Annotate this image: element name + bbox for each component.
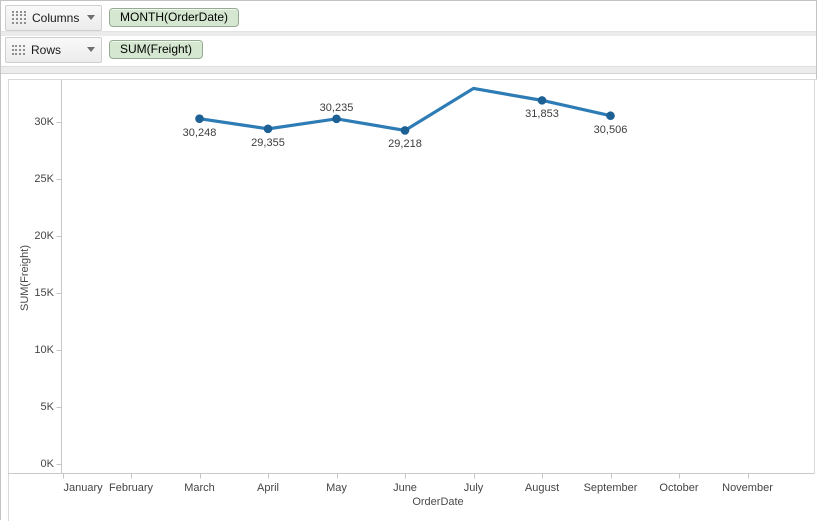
x-tick-label: August — [524, 482, 560, 494]
x-tick-label: March — [184, 482, 215, 494]
pill-month-orderdate[interactable]: MONTH(OrderDate) — [109, 8, 240, 27]
x-tick-label: April — [256, 482, 280, 494]
rows-shelf-button[interactable]: Rows — [5, 36, 102, 63]
y-tick-label: 20K — [34, 229, 54, 242]
x-tick-label: February — [108, 482, 154, 494]
columns-icon — [12, 11, 26, 24]
rows-shelf-label: Rows — [31, 42, 62, 57]
data-point-marker[interactable] — [332, 114, 341, 124]
rows-shelf: Rows SUM(Freight) — [1, 36, 816, 63]
data-point-label: 29,355 — [251, 136, 285, 149]
data-point-label: 31,853 — [525, 108, 559, 121]
data-point-marker[interactable] — [400, 126, 410, 135]
chevron-down-icon[interactable] — [87, 15, 95, 20]
data-point-label: 30,506 — [593, 123, 628, 136]
y-tick-label: 10K — [34, 343, 54, 356]
x-tick-label: January — [63, 482, 103, 494]
columns-shelf: Columns MONTH(OrderDate) — [1, 4, 816, 31]
y-tick-label: 25K — [34, 172, 54, 185]
rows-icon — [12, 44, 25, 55]
x-tick-label: October — [659, 482, 699, 494]
x-tick-label: May — [326, 482, 347, 494]
data-point-marker[interactable] — [606, 111, 615, 121]
y-tick-label: 5K — [40, 400, 54, 413]
x-tick-label: June — [393, 482, 417, 494]
y-tick-label: 15K — [34, 286, 54, 299]
chevron-down-icon[interactable] — [87, 47, 95, 52]
shelf-row-separator — [1, 31, 816, 36]
data-point-label: 29,218 — [388, 138, 422, 151]
shelf-area: Columns MONTH(OrderDate) Rows SUM(Freigh… — [1, 1, 816, 79]
y-tick-label: 30K — [34, 115, 54, 128]
data-point-label: 30,235 — [319, 101, 354, 114]
data-point-marker[interactable] — [195, 114, 204, 123]
pill-sum-freight[interactable]: SUM(Freight) — [109, 40, 204, 59]
data-point-marker[interactable] — [263, 124, 273, 134]
data-point-marker[interactable] — [537, 96, 547, 105]
x-tick-label: July — [463, 482, 484, 494]
x-axis-title: OrderDate — [412, 496, 464, 508]
data-point-label: 30,248 — [182, 126, 217, 139]
x-tick-label: September — [583, 482, 638, 494]
chart-area: SUM(Freight) OrderDate 0K 5K 10K 15K 20K 25K 3… — [1, 79, 817, 521]
columns-shelf-button[interactable]: Columns — [5, 4, 102, 31]
y-tick-label: 0K — [40, 457, 54, 470]
toolbar-divider — [1, 66, 816, 74]
y-axis-title: SUM(Freight) — [19, 244, 31, 312]
x-tick-label: November — [722, 482, 773, 494]
plot-canvas — [8, 79, 817, 521]
columns-shelf-label: Columns — [32, 10, 80, 25]
